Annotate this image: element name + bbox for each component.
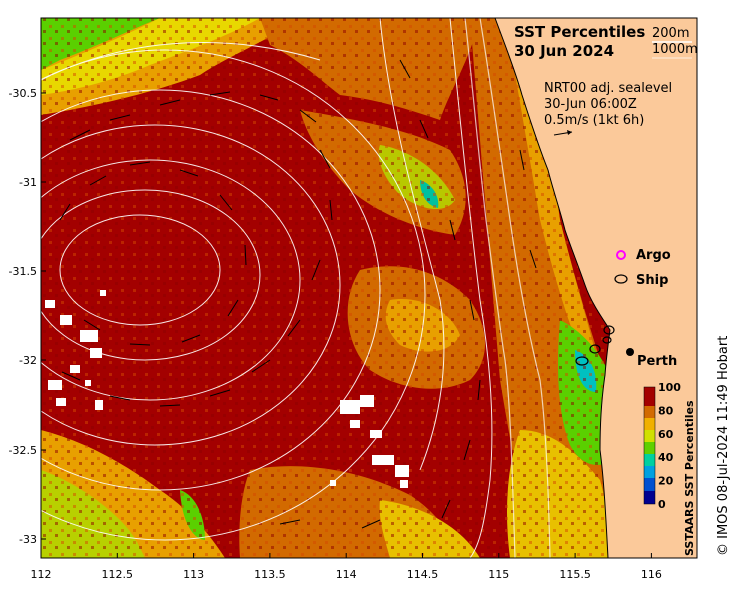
colorbar-tick-label: 20: [658, 475, 674, 488]
colorbar-tick-label: 0: [658, 498, 666, 511]
x-tick-label: 115: [488, 568, 509, 581]
scale-arrow-head-icon: [567, 130, 572, 135]
depth-label-200m: 200m: [652, 26, 689, 41]
x-tick-label: 113: [183, 568, 204, 581]
sealevel-contours: [41, 18, 493, 558]
x-tick-label: 114.5: [407, 568, 439, 581]
x-tick-label: 116: [641, 568, 662, 581]
colorbar-tick-label: 40: [658, 451, 674, 464]
argo-legend-icon: [616, 250, 626, 260]
colorbar-tick-label: 100: [658, 381, 681, 394]
info-line3: 0.5m/s (1kt 6h): [544, 113, 644, 128]
colorbar: [643, 386, 656, 505]
ship-legend-label: Ship: [636, 273, 668, 288]
current-vectors: [59, 59, 537, 529]
info-line2: 30-Jun 06:00Z: [544, 97, 637, 112]
x-tick-label: 113.5: [254, 568, 286, 581]
y-tick-label: -31.5: [9, 265, 37, 278]
perth-label: Perth: [637, 354, 677, 369]
y-tick-label: -32.5: [9, 444, 37, 457]
ship-legend-icon: [614, 274, 628, 284]
no-data-patches: [45, 290, 409, 488]
ship-markers: [575, 325, 615, 366]
info-line1: NRT00 adj. sealevel: [544, 81, 672, 96]
map-title-line2: 30 Jun 2024: [514, 42, 614, 60]
depth-label-1000m: 1000m: [652, 42, 698, 57]
y-tick-label: -32: [19, 354, 37, 367]
map-frame: [40, 17, 698, 559]
x-tick-label: 112: [31, 568, 52, 581]
x-tick-label: 115.5: [559, 568, 591, 581]
argo-legend-label: Argo: [636, 248, 671, 263]
bathymetry-contours: [464, 18, 551, 558]
perth-marker-icon: [626, 348, 634, 356]
map-title-line1: SST Percentiles: [514, 23, 645, 41]
x-tick-label: 112.5: [102, 568, 134, 581]
colorbar-tick-label: 80: [658, 404, 674, 417]
colorbar-title: SSTAARS SST Percentiles: [683, 400, 696, 556]
y-tick-label: -33: [19, 533, 37, 546]
y-tick-label: -31: [19, 176, 37, 189]
map-plot-area: [41, 18, 697, 558]
colorbar-tick-label: 60: [658, 428, 674, 441]
x-tick-label: 114: [336, 568, 357, 581]
y-tick-label: -30.5: [9, 87, 37, 100]
x-axis-ticks: 112 112.5 113 113.5 114 114.5 115 115.5 116: [31, 553, 662, 581]
y-axis-ticks: -30.5 -31 -31.5 -32 -32.5 -33: [9, 87, 46, 546]
copyright-text: © IMOS 08-Jul-2024 11:49 Hobart: [716, 336, 731, 556]
colorbar-tick-labels: 0 20 40 60 80 100: [658, 381, 681, 511]
coastline: [494, 18, 611, 558]
